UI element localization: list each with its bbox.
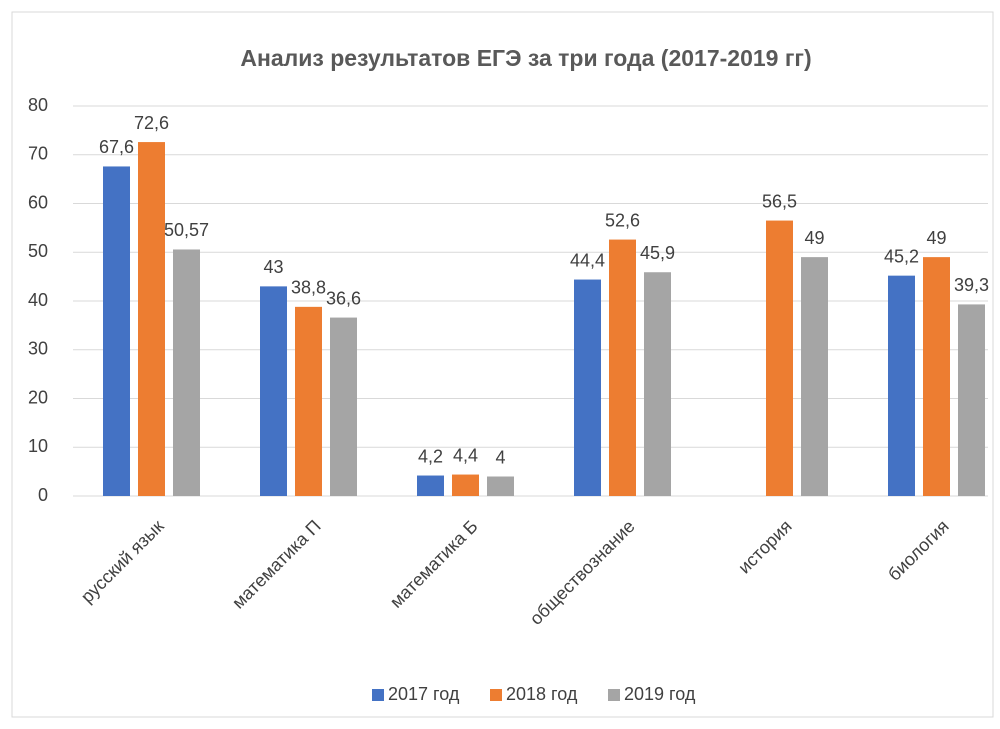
bar — [801, 257, 828, 496]
legend-swatch — [608, 689, 620, 701]
bar — [330, 317, 357, 496]
data-label: 67,6 — [99, 137, 134, 157]
data-label: 38,8 — [291, 278, 326, 298]
data-label: 49 — [926, 228, 946, 248]
bar — [452, 474, 479, 496]
legend-label: 2017 год — [388, 684, 460, 704]
data-label: 36,6 — [326, 288, 361, 308]
data-label: 44,4 — [570, 250, 605, 270]
bar — [574, 279, 601, 496]
bar — [888, 275, 915, 496]
data-label: 50,57 — [164, 220, 209, 240]
bar — [487, 476, 514, 496]
bar — [958, 304, 985, 496]
bar — [138, 142, 165, 496]
legend-label: 2019 год — [624, 684, 696, 704]
legend-swatch — [372, 689, 384, 701]
data-label: 49 — [804, 228, 824, 248]
data-label: 4,4 — [453, 445, 478, 465]
y-tick-label: 50 — [28, 241, 48, 261]
y-tick-label: 30 — [28, 339, 48, 359]
chart-title: Анализ результатов ЕГЭ за три года (2017… — [240, 45, 811, 71]
data-label: 45,2 — [884, 246, 919, 266]
bar — [295, 306, 322, 496]
data-label: 43 — [263, 257, 283, 277]
data-label: 72,6 — [134, 113, 169, 133]
data-label: 4 — [495, 447, 505, 467]
data-label: 4,2 — [418, 446, 443, 466]
y-tick-label: 40 — [28, 290, 48, 310]
bar — [766, 220, 793, 496]
bar — [609, 239, 636, 496]
y-tick-label: 0 — [38, 485, 48, 505]
y-tick-label: 80 — [28, 95, 48, 115]
bar — [173, 249, 200, 496]
data-label: 45,9 — [640, 243, 675, 263]
y-tick-label: 60 — [28, 192, 48, 212]
data-label: 56,5 — [762, 191, 797, 211]
y-tick-label: 70 — [28, 144, 48, 164]
y-tick-label: 20 — [28, 387, 48, 407]
bar — [417, 475, 444, 496]
bar — [923, 257, 950, 496]
bar — [103, 166, 130, 496]
legend-swatch — [490, 689, 502, 701]
y-tick-label: 10 — [28, 436, 48, 456]
data-label: 52,6 — [605, 210, 640, 230]
bar — [644, 272, 671, 496]
data-label: 39,3 — [954, 275, 989, 295]
legend-label: 2018 год — [506, 684, 578, 704]
bar — [260, 286, 287, 496]
